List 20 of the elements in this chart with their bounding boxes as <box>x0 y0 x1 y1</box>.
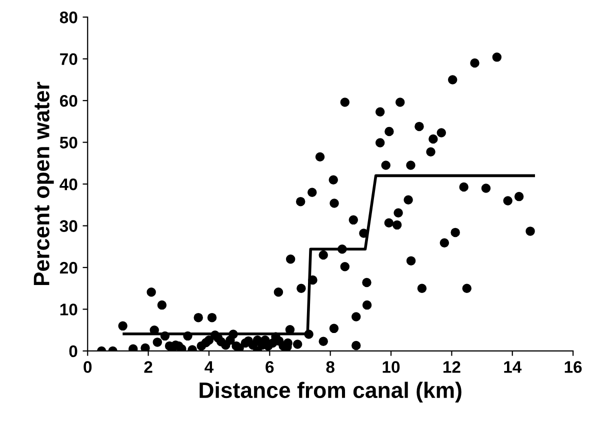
y-tick-label: 30 <box>60 220 78 232</box>
y-tick-label: 10 <box>60 304 78 316</box>
y-tick-label: 0 <box>69 345 78 358</box>
x-tick-label: 16 <box>564 361 582 373</box>
x-tick-label: 6 <box>266 361 274 373</box>
x-tick-label: 0 <box>84 361 92 373</box>
y-tick-label: 20 <box>60 262 78 274</box>
y-tick-label: 80 <box>60 12 78 24</box>
x-tick-label: 8 <box>326 361 334 373</box>
y-tick-label: 40 <box>60 178 78 190</box>
x-tick-label: 4 <box>204 361 214 373</box>
y-tick-label: 70 <box>60 53 78 66</box>
x-tick-label: 14 <box>504 361 522 373</box>
x-tick-label: 12 <box>443 361 460 373</box>
x-axis-title: Distance from canal (km) <box>200 382 462 402</box>
x-tick-label: 10 <box>382 361 400 373</box>
x-tick-label: 2 <box>144 361 152 373</box>
y-tick-label: 50 <box>60 136 78 149</box>
y-tick-label: 60 <box>60 94 78 107</box>
y-axis-title: Percent open water <box>34 82 54 286</box>
